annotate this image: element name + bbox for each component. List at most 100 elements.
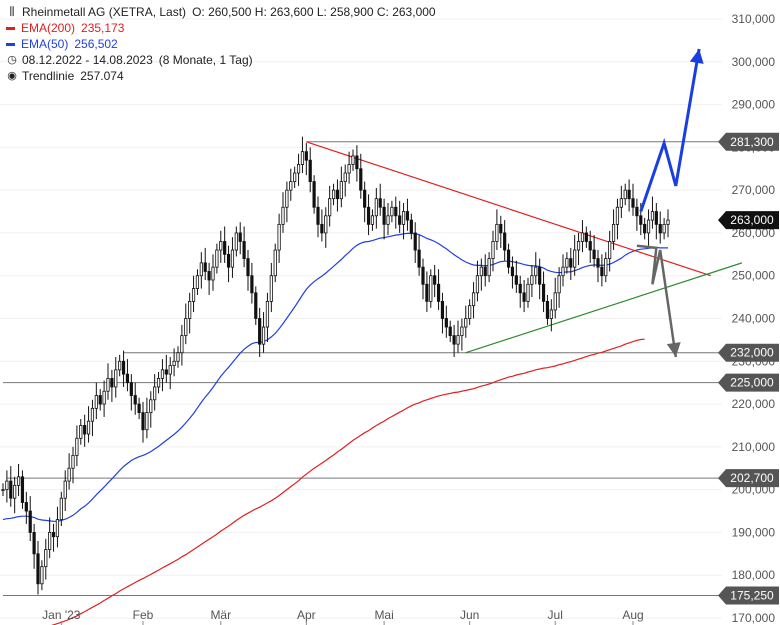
candle bbox=[191, 275, 196, 313]
resistance-trendline bbox=[306, 141, 711, 277]
candle bbox=[180, 324, 184, 366]
candle bbox=[281, 192, 285, 233]
candle-body bbox=[223, 241, 227, 255]
candle-body bbox=[518, 283, 522, 294]
candle bbox=[549, 299, 553, 332]
candle bbox=[261, 312, 266, 353]
candle bbox=[464, 305, 468, 338]
candle bbox=[79, 419, 83, 445]
candle bbox=[230, 237, 235, 278]
candle bbox=[110, 369, 114, 402]
candlestick-icon: ⫼ bbox=[9, 6, 15, 18]
candle bbox=[510, 256, 515, 289]
candle bbox=[102, 380, 106, 417]
candle bbox=[658, 211, 662, 244]
candle bbox=[242, 226, 246, 268]
candle bbox=[160, 359, 165, 392]
candle-body bbox=[199, 262, 203, 277]
y-tick-label: 290,000 bbox=[732, 98, 776, 112]
candle-body bbox=[623, 189, 627, 200]
candle bbox=[436, 269, 441, 310]
candle-body bbox=[635, 206, 639, 217]
candle bbox=[382, 198, 386, 240]
candle-body bbox=[429, 275, 433, 302]
candle-body bbox=[59, 497, 63, 520]
level-price-tag: 232,000 bbox=[718, 343, 779, 362]
candle-body bbox=[168, 365, 172, 375]
candle bbox=[199, 252, 203, 289]
ema50-path bbox=[2, 232, 668, 522]
candle bbox=[475, 260, 480, 302]
candle bbox=[417, 235, 421, 276]
candle-body bbox=[328, 198, 332, 217]
candle bbox=[452, 324, 456, 358]
candle-body bbox=[631, 198, 635, 208]
ema50-swatch bbox=[6, 42, 15, 46]
candle-body bbox=[569, 258, 573, 268]
candle-body bbox=[269, 275, 273, 302]
candle bbox=[24, 491, 28, 524]
candle bbox=[662, 217, 666, 240]
candle-body bbox=[48, 532, 52, 550]
y-tick-label: 210,000 bbox=[732, 440, 776, 454]
candle bbox=[51, 523, 56, 552]
candle-body bbox=[246, 258, 250, 277]
candle-body bbox=[646, 219, 651, 234]
candle-body bbox=[5, 480, 9, 491]
candle-body bbox=[9, 480, 13, 499]
bearish-scenario-arrow bbox=[636, 244, 678, 358]
candle-body bbox=[211, 266, 215, 281]
candle-body bbox=[273, 249, 277, 277]
candle-body bbox=[289, 181, 293, 191]
candle-body bbox=[557, 275, 561, 294]
candle-body bbox=[226, 253, 231, 268]
legend-ema200-row: EMA(200) 235,173 bbox=[6, 20, 436, 36]
candle bbox=[238, 222, 242, 255]
candle-body bbox=[55, 519, 60, 538]
candle bbox=[643, 217, 647, 240]
candle-body bbox=[63, 480, 67, 499]
candle bbox=[277, 213, 281, 263]
candle-body bbox=[281, 206, 285, 225]
candle-body bbox=[615, 206, 620, 225]
candle bbox=[195, 269, 200, 295]
candle bbox=[129, 374, 133, 411]
candle bbox=[269, 262, 273, 313]
candle-body bbox=[650, 211, 655, 221]
candle-body bbox=[156, 377, 161, 388]
candle bbox=[553, 277, 557, 319]
candle-body bbox=[304, 151, 308, 161]
candle-body bbox=[219, 241, 223, 251]
candle-body bbox=[363, 189, 367, 208]
candle bbox=[401, 202, 406, 240]
candle bbox=[491, 230, 495, 272]
level-price-tag: 202,700 bbox=[718, 469, 779, 488]
candle-body bbox=[145, 412, 149, 431]
candle bbox=[600, 254, 604, 287]
level-price-tag-text: 232,000 bbox=[730, 346, 774, 360]
candle-body bbox=[627, 189, 631, 200]
candle-body bbox=[499, 223, 503, 234]
candle bbox=[156, 371, 161, 394]
candle-body bbox=[133, 395, 137, 405]
candle-body bbox=[79, 425, 83, 439]
candle bbox=[1, 483, 5, 497]
period-range: 08.12.2022 - 14.08.2023 bbox=[22, 53, 153, 67]
x-tick-label: Jun bbox=[460, 608, 479, 622]
candle bbox=[421, 258, 425, 300]
candle bbox=[141, 401, 145, 443]
candle-body bbox=[343, 172, 347, 182]
ema50-label: EMA(50) bbox=[21, 37, 69, 51]
candle-body bbox=[487, 258, 491, 277]
candle bbox=[137, 397, 141, 420]
candle bbox=[557, 267, 561, 308]
candle-body bbox=[83, 425, 87, 435]
candle bbox=[9, 466, 13, 507]
candle bbox=[654, 202, 658, 240]
candle-body bbox=[86, 420, 91, 435]
level-price-tag: 281,300 bbox=[718, 132, 779, 151]
candle-body bbox=[118, 360, 122, 371]
candle bbox=[479, 258, 483, 291]
candle-body bbox=[639, 215, 643, 225]
candle-body bbox=[172, 360, 176, 366]
